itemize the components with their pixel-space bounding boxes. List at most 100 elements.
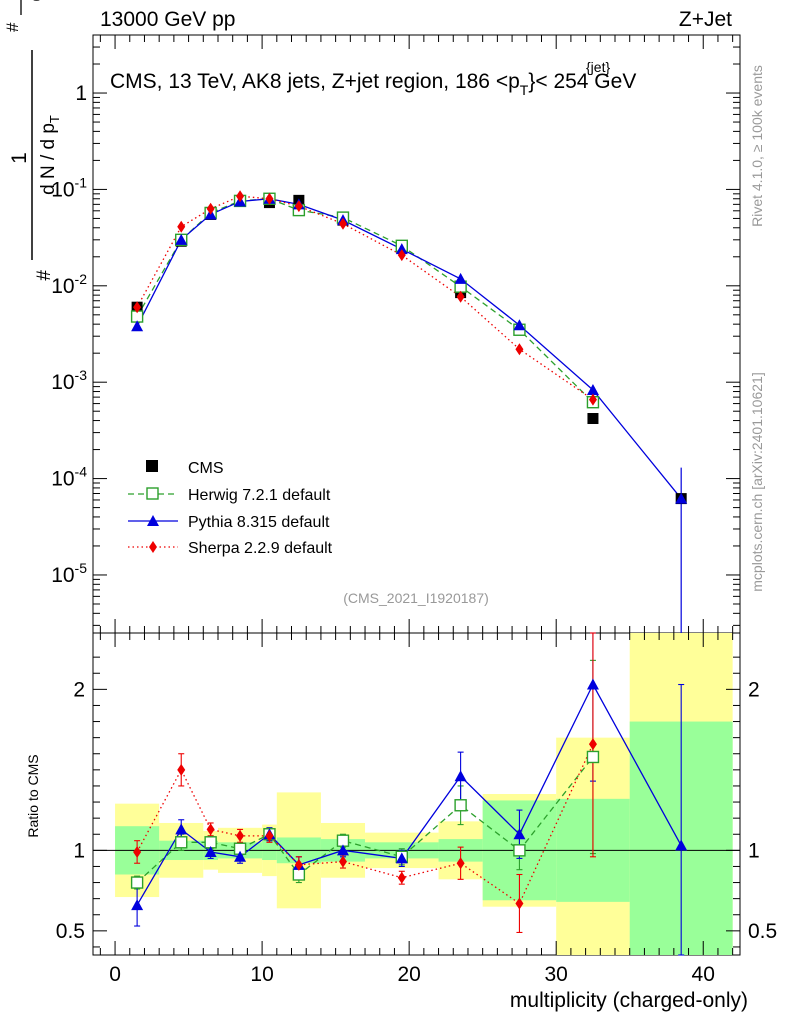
legend-label-herwig: Herwig 7.2.1 default <box>188 487 331 504</box>
ratio-point-pythia <box>586 678 599 690</box>
ratio-point-sherpa <box>338 855 347 868</box>
point-pythia <box>395 243 408 255</box>
point-sherpa <box>206 202 215 215</box>
ratio-point-herwig <box>130 876 144 889</box>
series-line-sherpa <box>136 195 594 401</box>
svg-text:#: # <box>3 22 22 32</box>
y-tick-label-main: 10-3 <box>51 367 87 394</box>
ratio-point-pythia <box>234 850 247 862</box>
ratio-point-herwig <box>175 836 188 849</box>
ratio-point-pythia <box>395 852 408 864</box>
x-tick-label: 40 <box>692 963 715 986</box>
plot-title: CMS, 13 TeV, AK8 jets, Z+jet region, 186… <box>110 70 636 98</box>
point-pythia <box>454 272 467 284</box>
series-markers <box>130 190 688 911</box>
point-sherpa <box>456 290 465 303</box>
legend-marker-cms <box>146 460 158 472</box>
point-sherpa <box>588 393 597 406</box>
y-tick-label-main: 1 <box>75 82 87 105</box>
analysis-tag: (CMS_2021_I1920187) <box>343 590 489 606</box>
ratio-axis-label: Ratio to CMS <box>25 754 41 837</box>
point-sherpa <box>397 249 406 262</box>
ratio-point-sherpa <box>397 871 406 884</box>
y-tick-labels-ratio: 0.5 0.5 1 1 2 2 <box>56 678 777 943</box>
legend-label-sherpa: Sherpa 2.2.9 default <box>188 540 333 557</box>
y-tick-labels-main: 1 10-1 10-2 10-3 10-4 10-5 <box>51 82 87 587</box>
ratio-point-sherpa <box>236 829 245 842</box>
point-pythia <box>513 319 526 331</box>
main-axis-label: 1 # d N / d pT # d2N d pT dλ <box>3 0 62 281</box>
y-tick-label-ratio-left: 1 <box>73 839 85 862</box>
x-tick-labels: 0 10 20 30 40 <box>109 963 715 986</box>
point-sherpa <box>294 200 303 213</box>
legend-marker-herwig <box>146 487 159 500</box>
ratio-point-sherpa <box>133 845 142 858</box>
ratio-point-sherpa <box>265 829 274 842</box>
point-sherpa <box>338 217 347 230</box>
y-tick-label-ratio-left: 0.5 <box>56 920 85 943</box>
point-sherpa <box>177 220 186 233</box>
ratio-point-pythia <box>454 770 467 782</box>
point-pythia <box>675 492 688 504</box>
ratio-point-pythia <box>336 844 349 856</box>
point-pythia <box>175 233 188 245</box>
y-tick-label-main: 10-2 <box>51 271 87 298</box>
point-pythia <box>586 383 599 395</box>
x-tick-label: 0 <box>109 963 121 986</box>
header-left: 13000 GeV pp <box>100 8 235 31</box>
title-end: }< 254 GeV <box>528 70 636 93</box>
legend-marker-sherpa <box>149 541 157 553</box>
ratio-point-sherpa <box>177 763 186 776</box>
svg-text:#: # <box>34 270 55 281</box>
y-tick-label-ratio-right: 0.5 <box>748 920 777 943</box>
ratio-point-pythia <box>131 899 144 911</box>
y-tick-label-ratio-left: 2 <box>73 678 85 701</box>
series-line-herwig <box>136 198 594 403</box>
ratio-point-herwig <box>454 799 467 812</box>
side-label-rivet: Rivet 4.1.0, ≥ 100k events <box>749 65 765 227</box>
main-axis-ticks <box>93 34 740 633</box>
point-sherpa <box>236 190 245 203</box>
x-tick-label: 30 <box>545 963 568 986</box>
x-tick-label: 10 <box>250 963 273 986</box>
point-sherpa <box>265 192 274 205</box>
ratio-point-sherpa <box>294 858 303 871</box>
ratio-bands <box>93 633 740 955</box>
ratio-point-sherpa <box>515 897 524 910</box>
svg-text:d pT dλ: d pT dλ <box>26 0 49 2</box>
ratio-point-pythia <box>675 839 688 851</box>
data-point-cms <box>587 413 599 425</box>
y-tick-label-ratio-right: 2 <box>748 678 760 701</box>
title-sub: T <box>520 82 529 98</box>
y-tick-label-main: 10-1 <box>51 174 87 201</box>
legend-label-cms: CMS <box>188 460 224 477</box>
side-label-mcplots: mcplots.cern.ch [arXiv:2401.10621] <box>749 372 765 591</box>
header-right: Z+Jet <box>679 8 732 31</box>
x-tick-label: 20 <box>397 963 420 986</box>
svg-text:1: 1 <box>8 152 31 164</box>
y-tick-label-main: 10-4 <box>51 464 87 491</box>
ratio-point-herwig <box>513 844 526 857</box>
point-sherpa <box>133 301 142 314</box>
ratio-point-pythia <box>513 828 526 840</box>
ratio-point-sherpa <box>456 857 465 870</box>
x-axis-label: multiplicity (charged-only) <box>510 989 748 1012</box>
legend-marker-pythia <box>147 515 159 526</box>
title-main: CMS, 13 TeV, AK8 jets, Z+jet region, 186… <box>110 70 520 93</box>
legend-label-pythia: Pythia 8.315 default <box>188 514 330 531</box>
title-sup: {jet} <box>586 59 610 75</box>
y-tick-label-main: 10-5 <box>51 560 87 587</box>
point-sherpa <box>515 343 524 356</box>
ratio-point-pythia <box>204 845 217 857</box>
y-tick-label-ratio-right: 1 <box>748 839 760 862</box>
ratio-axis-ticks <box>93 633 740 955</box>
ratio-point-herwig <box>586 750 600 764</box>
point-pythia <box>131 320 144 332</box>
series-line-pythia <box>136 198 682 500</box>
svg-text:d N / d pT: d N / d pT <box>38 115 62 195</box>
ratio-point-sherpa <box>206 823 215 836</box>
ratio-point-pythia <box>175 823 188 835</box>
legend: CMS Herwig 7.2.1 default Pythia 8.315 de… <box>128 460 333 557</box>
ratio-panel <box>92 632 741 956</box>
